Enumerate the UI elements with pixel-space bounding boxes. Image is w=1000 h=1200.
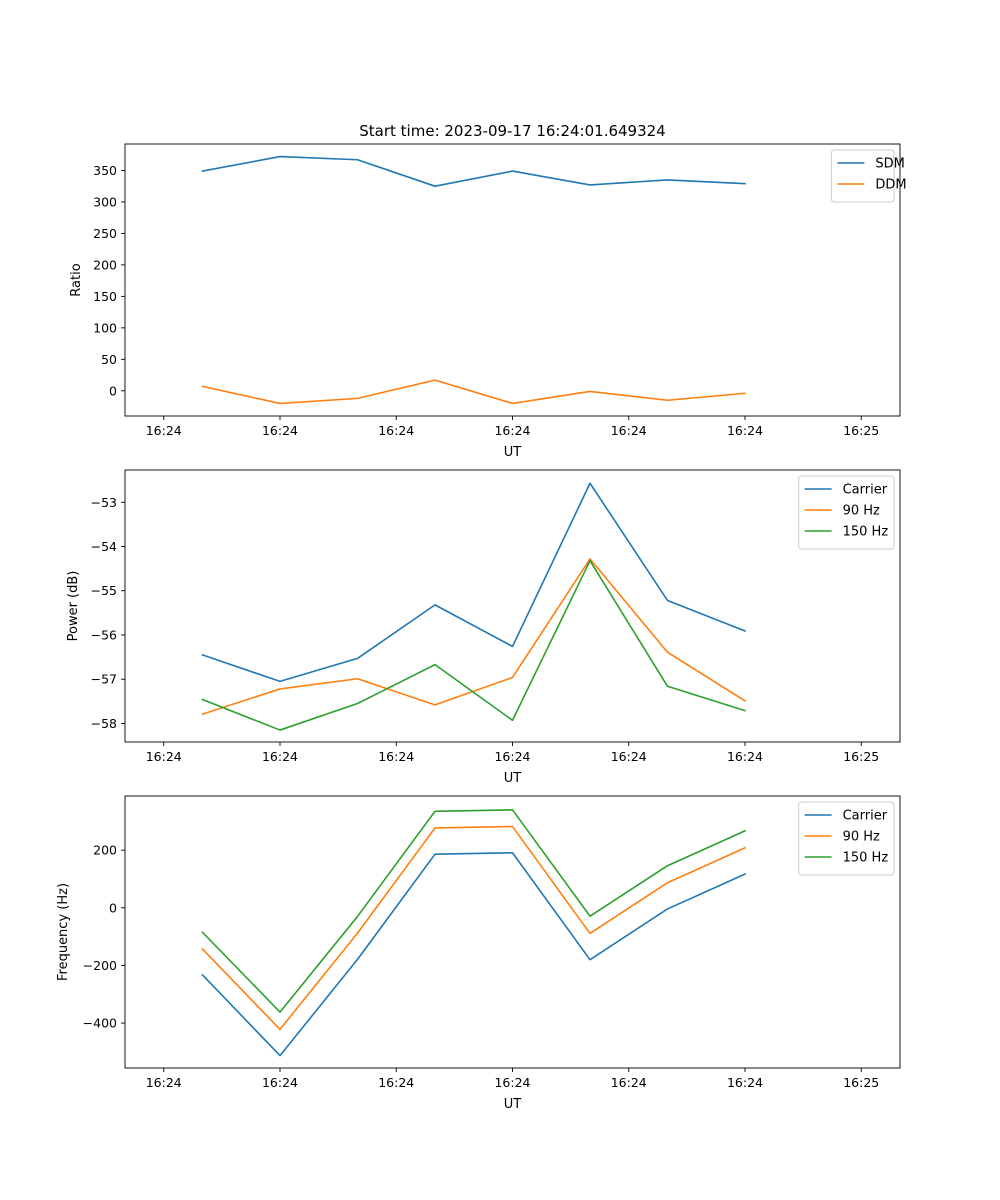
legend-label: SDM [875,157,904,172]
y-tick-label: 150 [93,289,117,304]
legend-label: Carrier [843,809,888,824]
legend-label: Carrier [843,483,888,498]
y-axis-label: Frequency (Hz) [56,883,71,981]
panel-power: Power (dB) UT 16:24 16:24 16:24 16:24 16:24 1… [66,469,901,786]
legend: Carrier 90 Hz 150 Hz [798,475,895,550]
y-tick-label: −54 [91,539,117,554]
legend-label: 150 Hz [843,525,889,540]
y-tick-label: 350 [93,163,117,178]
x-tick-label: 16:24 [727,423,763,438]
series-line-90-hz [201,558,747,716]
x-axis-label: UT [504,445,522,460]
x-tick-label: 16:25 [843,423,879,438]
legend-label: 150 Hz [843,851,889,866]
series-line-sdm [201,155,746,187]
x-tick-label: 16:24 [262,1075,298,1090]
legend-label: 90 Hz [843,504,880,519]
x-tick-label: 16:24 [727,749,763,764]
x-axis-label: UT [504,771,522,786]
series-line-carrier [201,851,747,1057]
y-tick-label: −58 [91,716,117,731]
x-tick-label: 16:24 [378,423,414,438]
legend: Carrier 90 Hz 150 Hz [798,801,895,876]
legend-label: DDM [875,178,906,193]
y-tick-label: 200 [93,843,117,858]
panel-ratio: Start time: 2023-09-17 16:24:01.649324 R… [69,122,907,460]
series-line-90-hz [201,825,747,1031]
y-tick-label: −55 [91,583,117,598]
y-tick-label: 100 [93,320,117,335]
x-tick-label: 16:24 [494,749,530,764]
y-tick-label: 0 [109,383,117,398]
y-tick-label: −53 [91,495,117,510]
legend: SDM DDM [830,149,907,203]
y-axis-label: Power (dB) [66,571,81,642]
series-line-150-hz [201,809,747,1013]
y-tick-label: −57 [91,672,117,687]
x-tick-label: 16:24 [611,423,647,438]
y-tick-label: −200 [83,958,117,973]
x-tick-label: 16:24 [611,749,647,764]
x-tick-label: 16:24 [494,423,530,438]
x-tick-label: 16:25 [843,749,879,764]
x-tick-label: 16:24 [378,749,414,764]
x-tick-label: 16:24 [146,423,182,438]
y-tick-label: 0 [109,900,117,915]
x-tick-label: 16:24 [611,1075,647,1090]
x-tick-label: 16:25 [843,1075,879,1090]
series-line-ddm [201,379,746,405]
chart-title: Start time: 2023-09-17 16:24:01.649324 [359,122,665,140]
x-tick-label: 16:24 [146,1075,182,1090]
y-tick-label: −400 [83,1016,117,1031]
y-tick-label: 250 [93,226,117,241]
series-line-150-hz [201,559,747,731]
legend-label: 90 Hz [843,830,880,845]
plot-area-power: 16:24 16:24 16:24 16:24 16:24 16:24 16:25 −58 −5… [91,469,901,764]
x-tick-label: 16:24 [727,1075,763,1090]
y-tick-label: 300 [93,194,117,209]
x-tick-label: 16:24 [494,1075,530,1090]
y-tick-label: 50 [101,352,117,367]
panel-frequency: Frequency (Hz) UT 16:24 16:24 16:24 16:24 16… [56,795,901,1112]
x-axis-label: UT [504,1097,522,1112]
y-tick-label: −56 [91,627,117,642]
series-line-carrier [201,482,747,683]
y-axis-label: Ratio [69,263,84,296]
x-tick-label: 16:24 [262,749,298,764]
x-tick-label: 16:24 [378,1075,414,1090]
y-tick-label: 200 [93,257,117,272]
plot-area-frequency: 16:24 16:24 16:24 16:24 16:24 16:24 16:25 −400 −… [83,795,901,1090]
plot-area-ratio: 16:24 16:24 16:24 16:24 16:24 16:24 16:25 0 50 10… [93,143,907,438]
x-tick-label: 16:24 [262,423,298,438]
x-tick-label: 16:24 [146,749,182,764]
